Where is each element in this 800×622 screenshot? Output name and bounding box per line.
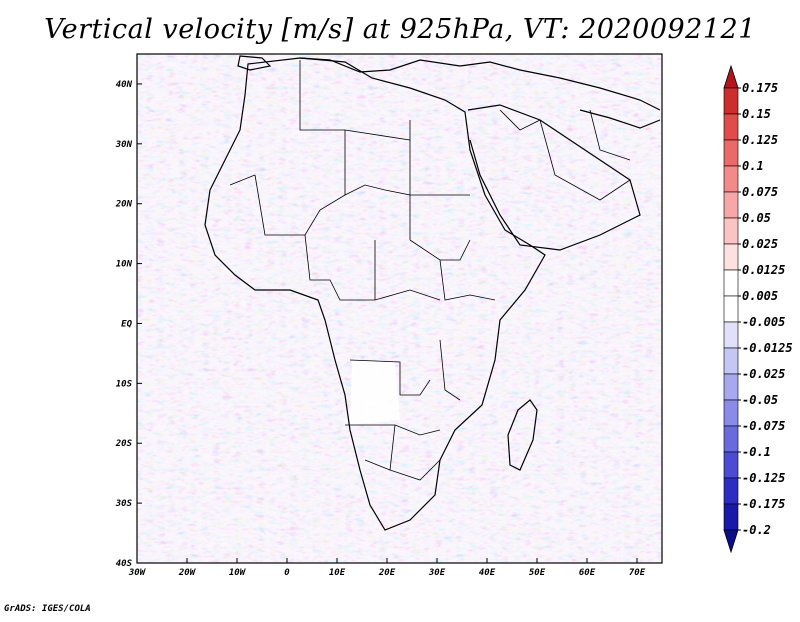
lon-tick-label: 40E: [479, 568, 496, 578]
colorbar-label: -0.0125: [742, 341, 793, 355]
mediterranean-coast: [299, 57, 661, 111]
velocity-field: [137, 54, 662, 563]
colorbar-swatch: [723, 477, 739, 505]
colorbar-label: -0.075: [742, 419, 785, 433]
colorbar-swatch: [723, 191, 739, 219]
colorbar-label: 0.125: [742, 133, 778, 147]
longitude-axis: 30W 20W 10W 0 10E 20E 30E 40E 50E 60E 70E: [128, 558, 646, 578]
colorbar-bottom-arrow: [723, 529, 739, 554]
lon-tick-label: 0: [284, 568, 290, 578]
lat-tick-label: 30S: [115, 499, 133, 509]
colorbar-swatch: [723, 269, 739, 297]
lon-tick-label: 20E: [378, 568, 396, 578]
lon-tick-label: 50E: [529, 568, 546, 578]
lat-tick-label: 10N: [116, 260, 133, 270]
colorbar-label: 0.05: [742, 211, 771, 225]
lat-tick-label: 30N: [115, 140, 133, 150]
colorbar-label: 0.005: [742, 289, 778, 303]
lon-tick-label: 10W: [229, 568, 247, 578]
lon-tick-label: 30W: [128, 568, 147, 578]
lat-tick-label: 40N: [116, 80, 133, 90]
colorbar-label: -0.025: [742, 367, 785, 381]
map-title: Vertical velocity [m/s] at 925hPa, VT: 2…: [44, 14, 756, 45]
colorbar-swatch: [723, 373, 739, 401]
lon-tick-label: 20W: [178, 568, 197, 578]
colorbar-label: 0.175: [742, 81, 778, 95]
lon-tick-label: 30E: [428, 568, 446, 578]
colorbar-swatch: [723, 217, 739, 245]
colorbar-label: -0.05: [742, 393, 778, 407]
country-borders: [229, 60, 631, 481]
colorbar-label: -0.1: [742, 445, 771, 459]
madagascar-outline: [507, 399, 538, 471]
colorbar-swatch: [723, 139, 739, 167]
colorbar-swatch: [723, 503, 739, 531]
lat-tick-label: 40S: [116, 559, 133, 569]
colorbar-label: -0.125: [742, 471, 785, 485]
colorbar-label: 0.075: [742, 185, 778, 199]
lat-tick-label: EQ: [121, 319, 132, 329]
colorbar-label: -0.005: [742, 315, 785, 329]
colorbar-label: 0.15: [742, 107, 771, 121]
colorbar-swatch: [723, 425, 739, 453]
colorbar-swatch: [723, 243, 739, 271]
colorbar-swatch: [723, 321, 739, 349]
lon-tick-label: 60E: [579, 568, 596, 578]
colorbar-swatch: [723, 451, 739, 479]
lon-tick-label: 70E: [629, 568, 646, 578]
colorbar-swatch: [723, 87, 739, 115]
colorbar-swatch: [723, 295, 739, 323]
lat-tick-label: 20N: [115, 200, 133, 210]
colorbar-swatch: [723, 347, 739, 375]
colorbar-label: 0.0125: [742, 263, 785, 277]
africa-coastline: [204, 57, 546, 531]
lat-tick-label: 10S: [116, 379, 133, 389]
colorbar-label: -0.2: [742, 523, 771, 537]
colorbar-swatch: [723, 399, 739, 427]
colorbar-swatch: [723, 113, 739, 141]
arabia-outline: [467, 104, 641, 251]
iberia-outline: [237, 55, 272, 71]
colorbar-label: 0.025: [742, 237, 778, 251]
lon-tick-label: 10E: [329, 568, 346, 578]
colorbar-top-arrow: [723, 64, 739, 89]
colorbar-swatch: [723, 165, 739, 193]
grads-credit: GrADS: IGES/COLA: [4, 604, 91, 614]
colorbar: 0.175 0.15 0.125 0.1 0.075 0.05 0.025 0.0125 0.0…: [723, 64, 793, 554]
lat-tick-label: 20S: [115, 439, 133, 449]
iran-coast: [579, 109, 661, 129]
latitude-axis: 40N 30N 20N 10N EQ 10S 20S 30S 40S: [115, 80, 142, 569]
coastlines: [204, 55, 661, 531]
colorbar-label: 0.1: [742, 159, 764, 173]
colorbar-label: -0.175: [742, 497, 785, 511]
map-frame: [136, 53, 663, 564]
